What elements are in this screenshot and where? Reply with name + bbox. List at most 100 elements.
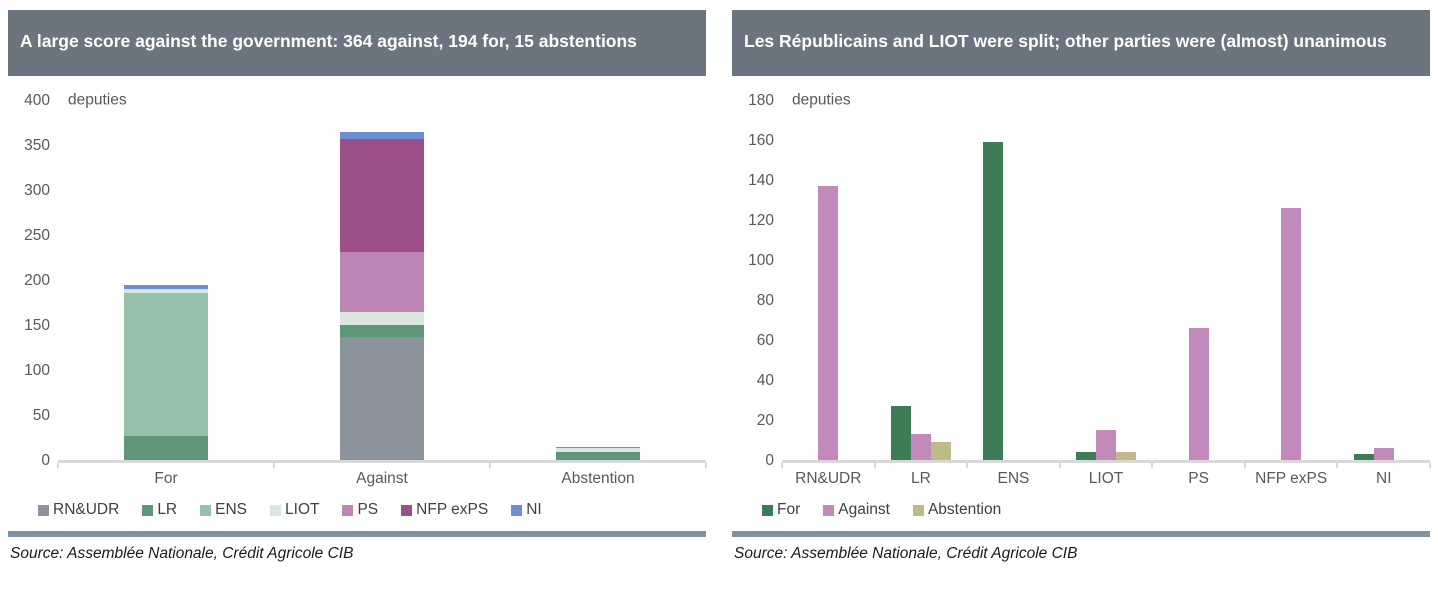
y-axis-label: 160 <box>748 131 774 149</box>
y-axis-label: 0 <box>765 451 774 469</box>
bar-segment <box>124 285 208 290</box>
grouped-bar-chart: 0 20 40 60 80 100 120 140 160 180 deputies RN&UDR LR… <box>732 92 1431 488</box>
bar-group <box>1076 430 1137 460</box>
legend-item: For <box>762 501 800 519</box>
y-axis-label: 150 <box>24 316 50 334</box>
bar-group <box>983 142 1043 460</box>
legend-item: NFP exPS <box>401 501 488 519</box>
y-axis-label: 20 <box>756 411 774 429</box>
bar-group <box>1353 448 1414 460</box>
legend-swatch <box>401 504 413 516</box>
legend-label: LR <box>157 501 178 518</box>
category-slot <box>782 100 875 460</box>
legend-item: Abstention <box>912 501 1002 519</box>
x-axis-label: RN&UDR <box>795 470 862 487</box>
y-axis-label: 60 <box>756 331 774 349</box>
panel-divider <box>8 531 706 537</box>
legend-item: RN&UDR <box>38 501 119 519</box>
x-axis-label: LR <box>910 470 931 487</box>
y-axis-label: 100 <box>748 251 774 269</box>
stacked-bar <box>124 285 208 460</box>
legend-swatch <box>38 504 49 516</box>
legend-swatch <box>142 504 154 516</box>
legend-item: PS <box>342 501 378 519</box>
bar-group <box>1169 328 1229 460</box>
stacked-bar <box>556 446 640 460</box>
legend-label: Against <box>838 501 890 518</box>
bar <box>930 442 951 460</box>
axis-tick <box>705 463 707 468</box>
axis-tick <box>1151 463 1154 468</box>
x-axis-label: LIOT <box>1088 470 1124 487</box>
x-axis-label: ENS <box>997 470 1030 487</box>
legend-swatch <box>511 504 523 516</box>
bar <box>818 186 839 460</box>
bar-group <box>890 406 951 460</box>
y-axis-label: 350 <box>24 136 50 154</box>
axis-tick <box>1429 463 1431 468</box>
x-axis-label: NI <box>1376 470 1392 487</box>
bar-segment <box>340 336 424 460</box>
chart-legend: For Against Abstention <box>732 501 1430 519</box>
legend-label: PS <box>357 501 379 518</box>
legend-item: LIOT <box>270 501 319 519</box>
legend-label: Abstention <box>927 501 1002 518</box>
bar <box>1373 448 1394 460</box>
y-axis-label: 400 <box>24 91 50 109</box>
category-slot <box>875 100 968 460</box>
y-axis-label: 40 <box>756 371 774 389</box>
y-axis-label: 250 <box>24 226 50 244</box>
report-figure: A large score against the government: 36… <box>8 10 1431 609</box>
bar-segment <box>124 292 208 436</box>
x-axis-label: Abstention <box>561 470 635 487</box>
category-slot <box>967 100 1060 460</box>
legend-label: ENS <box>215 501 248 518</box>
legend-swatch <box>823 504 835 516</box>
y-axis-label: 120 <box>748 211 774 229</box>
unit-label: deputies <box>792 91 851 109</box>
axis-tick <box>1336 463 1339 468</box>
bar <box>983 142 1004 460</box>
chart-body: 0 20 40 60 80 100 120 140 160 180 deputies RN&UDR LR… <box>732 92 1431 488</box>
bar <box>1076 452 1097 460</box>
y-axis-label: 0 <box>41 451 50 469</box>
category-slot <box>1337 100 1430 460</box>
y-axis: 0 20 40 60 80 100 120 140 160 180 <box>732 92 782 467</box>
legend-label: For <box>777 501 801 518</box>
x-axis-label: Against <box>356 470 408 487</box>
x-axis-label: NFP exPS <box>1255 470 1328 487</box>
bar-segment <box>340 132 424 139</box>
axis-tick <box>1243 463 1246 468</box>
bar <box>890 406 911 460</box>
category-slot <box>1152 100 1245 460</box>
bar <box>1188 328 1209 460</box>
bar <box>1281 208 1302 460</box>
y-axis-label: 100 <box>24 361 50 379</box>
legend-swatch <box>762 504 773 516</box>
stacked-bar-chart: 0 50 100 150 200 250 300 350 400 deputies For Again… <box>8 92 707 488</box>
category-slot <box>58 100 274 460</box>
y-axis-label: 200 <box>24 271 50 289</box>
legend-label: LIOT <box>285 501 320 518</box>
plot: deputies <box>782 92 1430 460</box>
bar <box>1096 430 1117 460</box>
category-slot <box>274 100 490 460</box>
axis-tick <box>57 463 59 468</box>
category-slot <box>490 100 706 460</box>
panel-vote-result: A large score against the government: 36… <box>8 10 707 609</box>
plot-area: deputies For Against Abstention <box>57 92 707 488</box>
y-axis: 0 50 100 150 200 250 300 350 400 <box>8 92 58 467</box>
legend-item: LR <box>142 501 177 519</box>
bar <box>1353 454 1374 460</box>
stacked-bar <box>340 132 424 460</box>
bar-segment <box>340 138 424 253</box>
x-axis <box>781 460 1431 468</box>
legend-swatch <box>912 504 924 516</box>
bar-group <box>1261 208 1321 460</box>
axis-tick <box>1058 463 1061 468</box>
axis-tick <box>273 463 275 468</box>
bar-segment <box>340 252 424 312</box>
legend-label: RN&UDR <box>53 501 120 518</box>
plot: deputies <box>58 92 706 460</box>
x-axis-labels: RN&UDR LR ENS LIOT PS NFP exPS NI <box>782 470 1430 488</box>
